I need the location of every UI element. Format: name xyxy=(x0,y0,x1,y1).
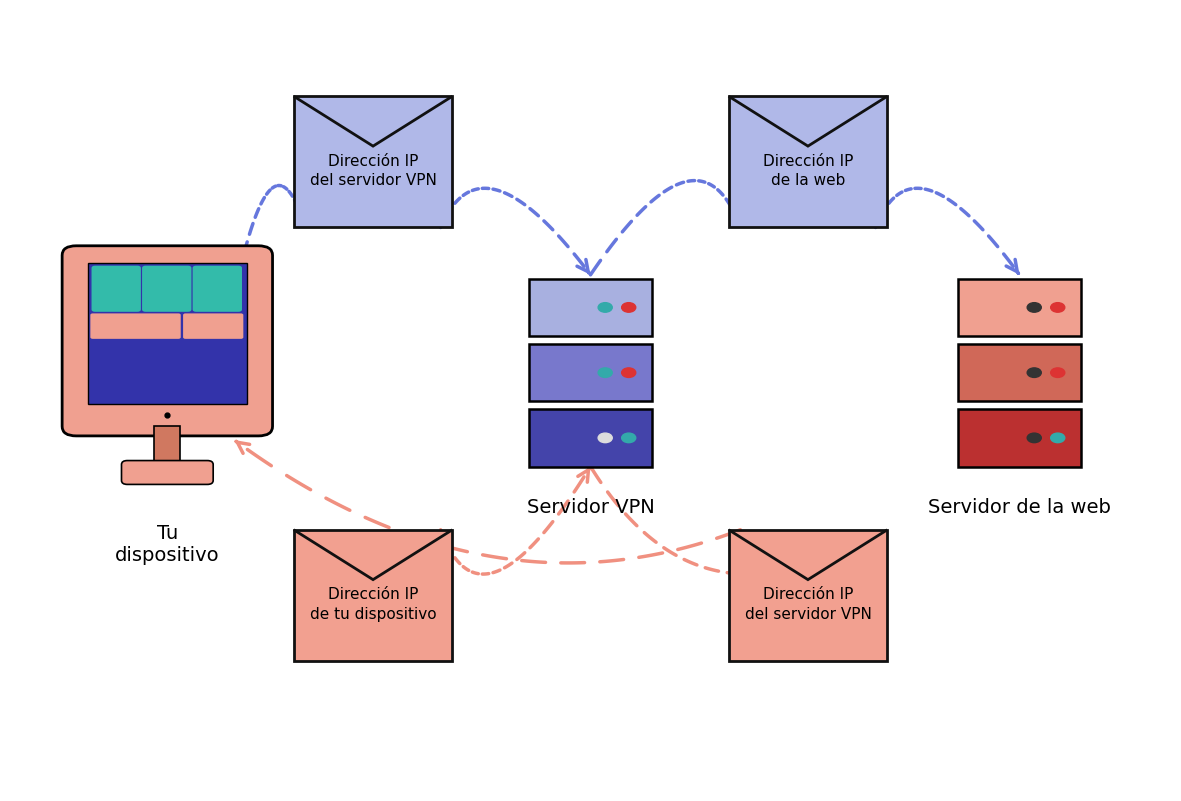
Text: Dirección IP
del servidor VPN: Dirección IP del servidor VPN xyxy=(309,154,437,188)
Circle shape xyxy=(621,368,635,377)
Circle shape xyxy=(621,433,635,443)
Text: Servidor VPN: Servidor VPN xyxy=(527,498,654,517)
Circle shape xyxy=(1051,433,1065,443)
FancyBboxPatch shape xyxy=(529,279,652,336)
FancyBboxPatch shape xyxy=(91,313,181,339)
Text: Dirección IP
del servidor VPN: Dirección IP del servidor VPN xyxy=(744,587,872,622)
FancyBboxPatch shape xyxy=(183,313,243,339)
Circle shape xyxy=(1051,368,1065,377)
Text: Dirección IP
de tu dispositivo: Dirección IP de tu dispositivo xyxy=(309,587,436,622)
Circle shape xyxy=(1027,433,1042,443)
FancyBboxPatch shape xyxy=(729,529,887,661)
Text: Servidor de la web: Servidor de la web xyxy=(928,498,1111,517)
FancyBboxPatch shape xyxy=(958,344,1082,401)
FancyBboxPatch shape xyxy=(729,96,887,227)
FancyBboxPatch shape xyxy=(529,344,652,401)
Bar xyxy=(155,426,181,465)
FancyBboxPatch shape xyxy=(91,266,141,312)
FancyBboxPatch shape xyxy=(294,96,452,227)
FancyBboxPatch shape xyxy=(122,461,214,485)
FancyBboxPatch shape xyxy=(89,264,247,404)
FancyBboxPatch shape xyxy=(294,529,452,661)
Circle shape xyxy=(1027,303,1042,312)
FancyBboxPatch shape xyxy=(142,266,191,312)
FancyBboxPatch shape xyxy=(193,266,242,312)
Circle shape xyxy=(1051,303,1065,312)
Circle shape xyxy=(598,433,612,443)
Circle shape xyxy=(598,303,612,312)
Circle shape xyxy=(621,303,635,312)
FancyBboxPatch shape xyxy=(63,246,273,436)
Text: Dirección IP
de la web: Dirección IP de la web xyxy=(763,154,853,188)
FancyBboxPatch shape xyxy=(529,409,652,466)
Circle shape xyxy=(1027,368,1042,377)
Text: Tu
dispositivo: Tu dispositivo xyxy=(115,524,220,565)
FancyBboxPatch shape xyxy=(958,409,1082,466)
FancyBboxPatch shape xyxy=(958,279,1082,336)
Circle shape xyxy=(598,368,612,377)
